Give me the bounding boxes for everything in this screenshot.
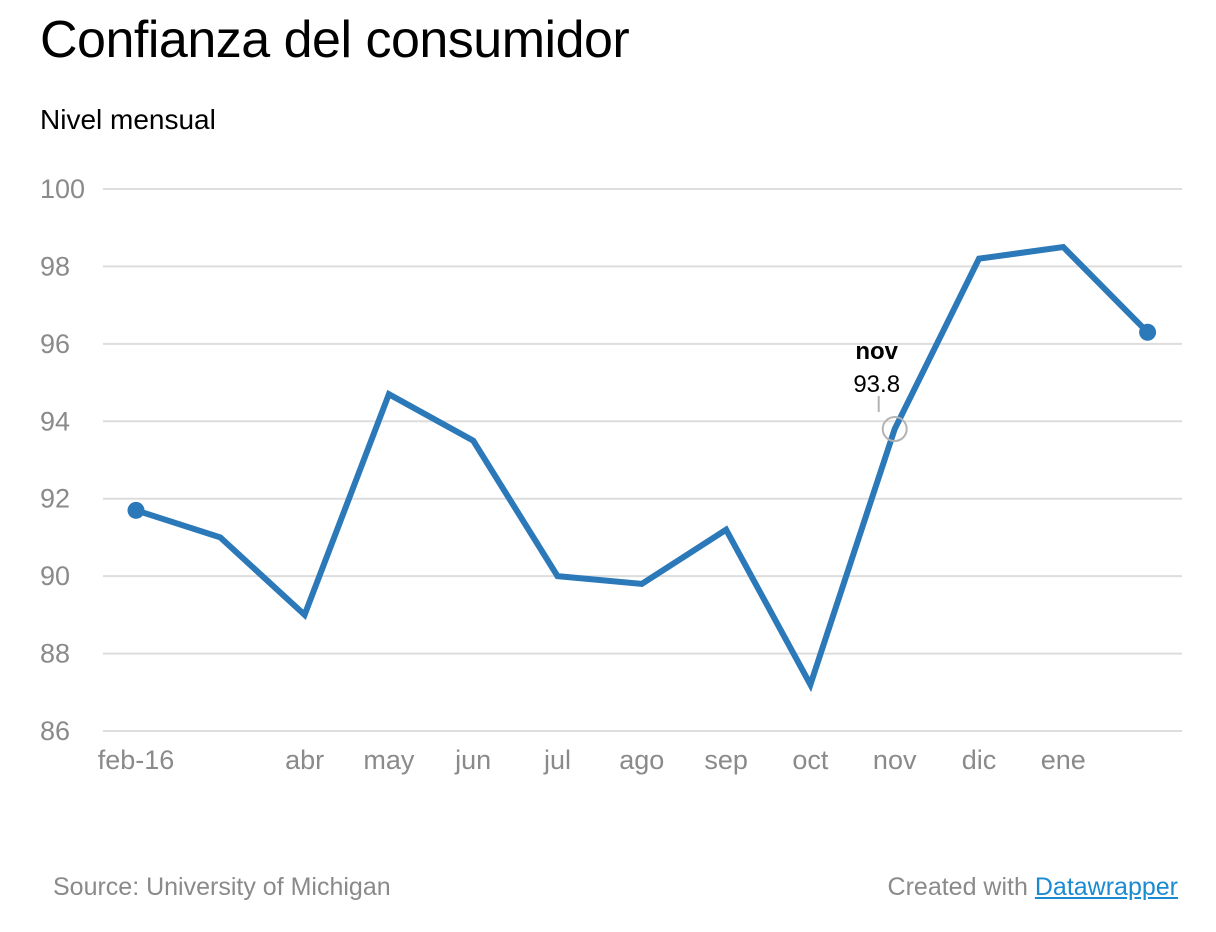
annotations: nov 93.8: [853, 338, 908, 443]
y-axis-ticks: 86 88 90 92 94 96 98 100: [40, 174, 85, 746]
datawrapper-link[interactable]: Datawrapper: [1034, 873, 1178, 901]
x-tick-label: ene: [1041, 745, 1086, 775]
annotation-ring: [881, 416, 908, 443]
chart-subtitle: Nivel mensual: [40, 104, 216, 135]
x-tick-label: jun: [454, 745, 491, 775]
x-tick-label: dic: [962, 745, 997, 775]
series-end-point: [1139, 323, 1157, 341]
x-tick-label: jul: [543, 745, 571, 775]
y-tick-label: 86: [40, 716, 70, 746]
y-tick-label: 100: [40, 174, 85, 204]
credit-prefix: Created with: [887, 873, 1028, 901]
annotation-value: 93.8: [853, 371, 900, 398]
gridlines: [103, 188, 1182, 732]
y-tick-label: 90: [40, 561, 70, 591]
series-line: [133, 243, 1151, 693]
x-tick-label: may: [363, 745, 415, 775]
y-tick-label: 98: [40, 251, 70, 281]
x-tick-label: nov: [873, 745, 917, 775]
x-axis-ticks: feb-16 abr may jun jul ago sep oct nov dic ene: [98, 745, 1086, 775]
source-note: Source: University of Michigan: [53, 873, 391, 901]
y-tick-label: 96: [40, 329, 70, 359]
annotation-label: nov: [855, 338, 898, 365]
y-tick-label: 88: [40, 639, 70, 669]
y-tick-label: 92: [40, 484, 70, 514]
x-tick-label: feb-16: [98, 745, 175, 775]
series: [127, 243, 1157, 693]
x-tick-label: oct: [792, 745, 829, 775]
chart-title: Confianza del consumidor: [40, 11, 630, 69]
y-tick-label: 94: [40, 406, 70, 436]
series-start-point: [127, 501, 145, 519]
credit-note: Created with Datawrapper: [888, 873, 1178, 902]
x-tick-label: abr: [285, 745, 324, 775]
x-tick-label: sep: [704, 745, 748, 775]
x-tick-label: ago: [619, 745, 664, 775]
